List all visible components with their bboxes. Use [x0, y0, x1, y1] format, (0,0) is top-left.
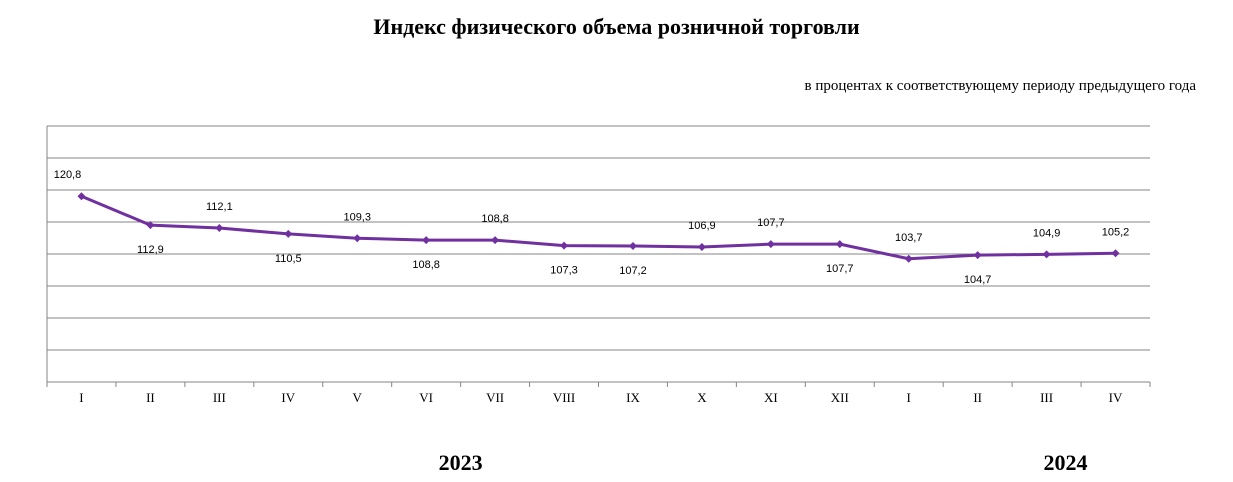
x-tick-label: VII	[486, 390, 504, 405]
data-label: 108,8	[412, 259, 440, 271]
x-tick-label: V	[353, 390, 363, 405]
chart-title: Индекс физического объема розничной торг…	[373, 14, 860, 39]
x-tick-label: IV	[281, 390, 295, 405]
data-label: 107,2	[619, 265, 647, 277]
data-point	[560, 241, 569, 250]
data-point	[697, 243, 706, 252]
data-label: 112,1	[206, 201, 233, 213]
data-point	[628, 241, 637, 250]
year-label: 2023	[439, 450, 483, 475]
x-tick-label: VI	[419, 390, 433, 405]
data-point	[422, 236, 431, 245]
x-tick-label: III	[1040, 390, 1053, 405]
data-point	[491, 236, 500, 245]
x-tick-label: IV	[1109, 390, 1123, 405]
data-label: 106,9	[688, 220, 716, 232]
data-label: 108,8	[481, 213, 509, 225]
data-label: 109,3	[343, 211, 371, 223]
data-label: 103,7	[895, 232, 923, 244]
data-point	[1111, 249, 1120, 258]
data-label: 104,7	[964, 274, 992, 286]
x-tick-label: X	[697, 390, 707, 405]
data-point	[77, 192, 86, 201]
data-label: 107,3	[550, 265, 578, 277]
x-tick-label: IX	[626, 390, 640, 405]
data-point	[1042, 250, 1051, 259]
data-point	[766, 240, 775, 249]
x-tick-label: III	[213, 390, 226, 405]
chart-subtitle: в процентах к соответствующему периоду п…	[804, 78, 1196, 94]
data-point	[215, 224, 224, 233]
x-tick-label: XII	[831, 390, 849, 405]
data-label: 107,7	[757, 217, 785, 229]
label-layer: 120,8 112,9 112,1 110,5 109,3 108,8 108,8 107,3…	[54, 169, 1130, 286]
year-label: 2024	[1044, 450, 1088, 475]
data-point	[353, 234, 362, 243]
data-point	[835, 240, 844, 249]
data-label: 112,9	[137, 244, 164, 256]
series-line	[80, 194, 1116, 261]
x-tick-label: I	[79, 390, 83, 405]
data-point	[973, 251, 982, 260]
data-label: 107,7	[826, 263, 854, 275]
series-layer	[77, 192, 1120, 263]
x-tick-label: XI	[764, 390, 778, 405]
x-tick-label: I	[907, 390, 911, 405]
data-label: 120,8	[54, 169, 82, 181]
data-point	[284, 229, 293, 238]
x-tick-label: VIII	[553, 390, 575, 405]
data-label: 105,2	[1102, 226, 1130, 238]
data-point	[904, 254, 913, 263]
x-tick-label: II	[146, 390, 155, 405]
data-point	[146, 221, 155, 230]
grid-layer	[47, 125, 1150, 351]
x-tick-label: II	[973, 390, 982, 405]
data-label: 110,5	[275, 253, 302, 265]
data-label: 104,9	[1033, 227, 1061, 239]
